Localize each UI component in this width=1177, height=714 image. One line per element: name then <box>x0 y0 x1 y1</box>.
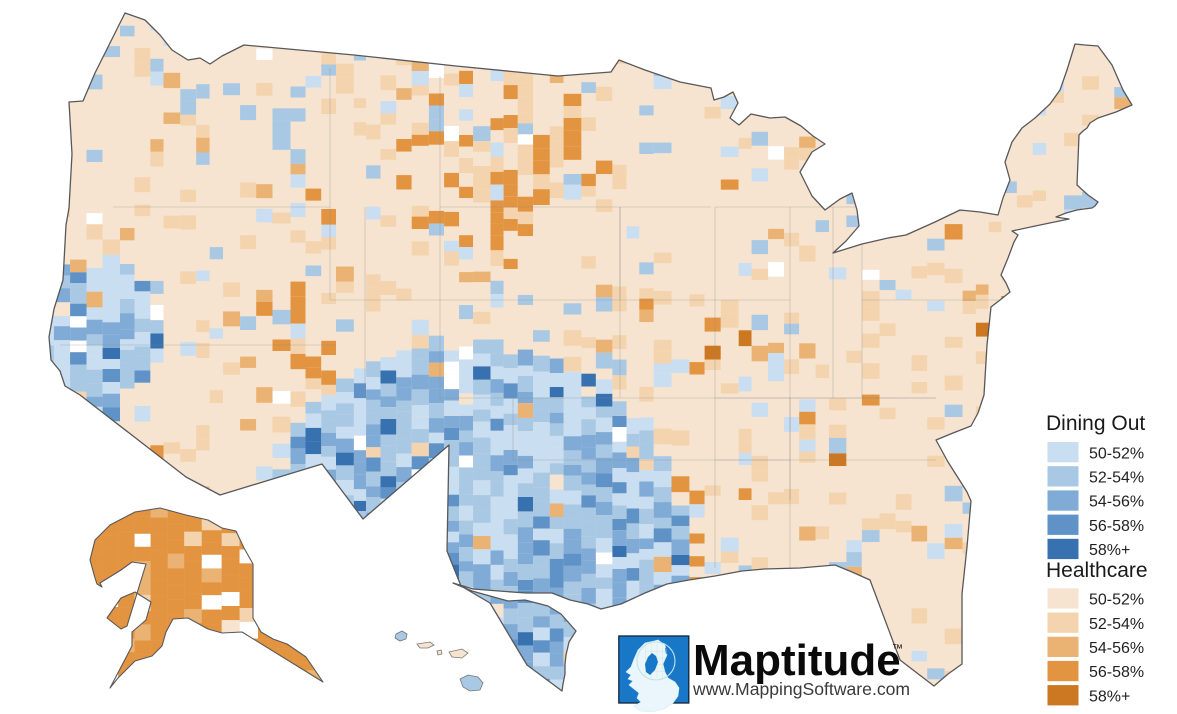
svg-text:54-56%: 54-56% <box>1089 640 1144 657</box>
svg-text:58%+: 58%+ <box>1089 688 1130 705</box>
svg-text:52-54%: 52-54% <box>1089 616 1144 633</box>
svg-text:Maptitude: Maptitude <box>693 636 901 685</box>
svg-text:58%+: 58%+ <box>1089 542 1130 559</box>
svg-text:50-52%: 50-52% <box>1089 445 1144 462</box>
svg-text:54-56%: 54-56% <box>1089 494 1144 511</box>
svg-text:Dining Out: Dining Out <box>1046 412 1145 435</box>
svg-text:Healthcare: Healthcare <box>1046 559 1148 582</box>
svg-text:™: ™ <box>892 643 903 655</box>
svg-text:56-58%: 56-58% <box>1089 518 1144 535</box>
svg-text:www.MappingSoftware.com: www.MappingSoftware.com <box>692 679 910 699</box>
svg-text:52-54%: 52-54% <box>1089 470 1144 487</box>
svg-text:56-58%: 56-58% <box>1089 664 1144 681</box>
svg-text:50-52%: 50-52% <box>1089 592 1144 609</box>
